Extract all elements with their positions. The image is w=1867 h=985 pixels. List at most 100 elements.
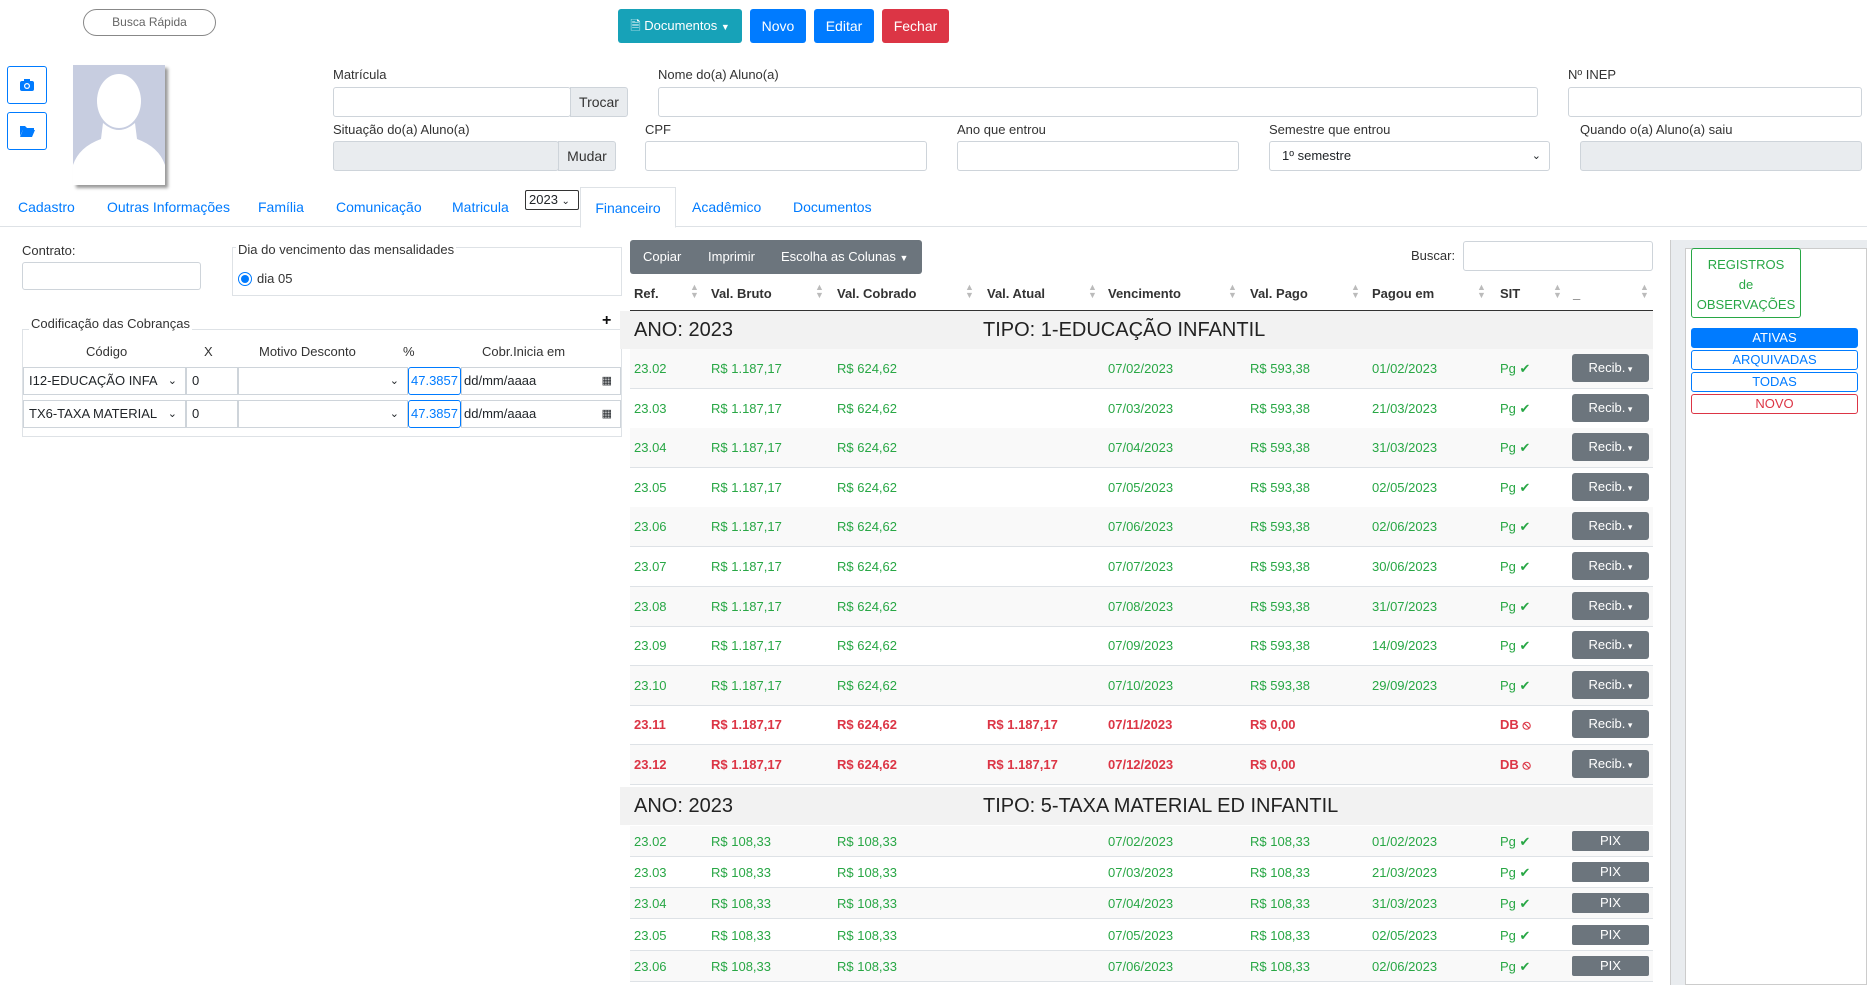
recibo-button[interactable]: Recib. ▾ [1572, 552, 1649, 580]
cpf-input[interactable] [645, 141, 927, 171]
tab-documentos[interactable]: Documentos [793, 199, 872, 215]
tab-matricula[interactable]: Matricula [452, 199, 509, 215]
quick-search-input[interactable]: Busca Rápida [83, 9, 216, 36]
sit-text: Pg [1500, 865, 1516, 881]
print-button[interactable]: Imprimir [708, 249, 755, 264]
sit-text: Pg [1500, 361, 1516, 376]
codigo-select[interactable]: I12-EDUCAÇÃO INFA ⌄ [23, 367, 186, 395]
semestre-select[interactable]: 1º semestre ⌄ [1269, 141, 1550, 171]
obs-ativas-button[interactable]: ATIVAS [1691, 328, 1858, 348]
tab-outras-informacoes[interactable]: Outras Informações [107, 199, 230, 215]
pix-button[interactable]: PIX [1572, 893, 1649, 914]
recibo-button[interactable]: Recib. ▾ [1572, 354, 1649, 382]
x-input[interactable]: 0 [186, 400, 238, 428]
recibo-button[interactable]: Recib. ▾ [1572, 512, 1649, 541]
cobr-date-input[interactable]: dd/mm/aaaa ▦ [461, 367, 621, 395]
recibo-label: Recib. [1588, 518, 1626, 534]
tab-familia[interactable]: Família [258, 199, 304, 215]
cell-venc: 07/04/2023 [1108, 896, 1174, 912]
year-value: 2023 [529, 192, 558, 207]
codificacao-label: Codificação das Cobranças [29, 316, 192, 331]
recibo-button[interactable]: Recib. ▾ [1572, 631, 1649, 660]
tab-comunicacao[interactable]: Comunicação [336, 199, 422, 215]
inep-label: Nº INEP [1568, 67, 1617, 82]
table-row: 23.04 R$ 1.187,17 R$ 624,62 07/04/2023 R$ 59… [630, 428, 1653, 469]
chevron-down-icon: ▼ [899, 253, 909, 263]
codigo-select[interactable]: TX6-TAXA MATERIAL ⌄ [23, 400, 186, 428]
vencimento-radio[interactable] [238, 272, 252, 286]
chevron-down-icon: ▾ [1625, 720, 1633, 731]
obs-todas-button[interactable]: TODAS [1691, 372, 1858, 392]
recibo-label: Recib. [1588, 716, 1626, 732]
contrato-input[interactable] [22, 262, 201, 290]
header-extra[interactable]: _ [1573, 286, 1581, 301]
calendar-icon[interactable]: ▦ [601, 408, 612, 420]
trocar-button[interactable]: Trocar [570, 87, 628, 117]
recibo-button[interactable]: Recib. ▾ [1572, 433, 1649, 462]
new-button[interactable]: Novo [750, 9, 806, 43]
cell-cobrado: R$ 624,62 [837, 638, 897, 654]
pct-input[interactable]: 47.3857 [408, 367, 461, 395]
pix-button[interactable]: PIX [1572, 924, 1649, 945]
year-select[interactable]: 2023 ⌄ [525, 190, 579, 210]
tab-financeiro[interactable]: Financeiro [580, 187, 676, 228]
cell-bruto: R$ 108,33 [711, 865, 771, 881]
copy-button[interactable]: Copiar [643, 249, 682, 264]
date-placeholder: dd/mm/aaaa [464, 406, 537, 421]
x-input[interactable]: 0 [186, 367, 238, 395]
pct-input[interactable]: 47.3857 [408, 400, 461, 428]
sort-icon: ▲ ▼ [965, 282, 974, 300]
ano-entrou-input[interactable] [957, 141, 1239, 171]
observations-title: REGISTROS de OBSERVAÇÕES [1691, 248, 1801, 318]
tab-cadastro[interactable]: Cadastro [18, 199, 75, 215]
sort-icon: ▲ ▼ [1477, 282, 1486, 300]
header-bruto[interactable]: Val. Bruto [711, 286, 772, 301]
edit-button[interactable]: Editar [814, 9, 874, 43]
recibo-button[interactable]: Recib. ▾ [1572, 591, 1649, 620]
calendar-icon[interactable]: ▦ [601, 375, 612, 387]
obs-arquivadas-button[interactable]: ARQUIVADAS [1691, 350, 1858, 370]
pix-button[interactable]: PIX [1572, 955, 1649, 976]
table-row: 23.05 R$ 108,33 R$ 108,33 07/05/2023 R$ 108,… [630, 920, 1653, 951]
motivo-select[interactable]: ⌄ [238, 400, 408, 428]
close-button[interactable]: Fechar [882, 9, 949, 43]
cell-venc: 07/02/2023 [1108, 834, 1174, 849]
recibo-button[interactable]: Recib. ▾ [1572, 393, 1649, 422]
motivo-select[interactable]: ⌄ [238, 367, 408, 395]
cell-ref: 23.05 [634, 927, 667, 943]
cell-pagoem: 21/03/2023 [1372, 400, 1438, 416]
recibo-button[interactable]: Recib. ▾ [1572, 670, 1649, 699]
obs-novo-button[interactable]: NOVO [1691, 394, 1858, 414]
recibo-button[interactable]: Recib. ▾ [1572, 472, 1649, 501]
documents-button[interactable]: 🗎 Documentos ▼ [618, 9, 742, 43]
sit-text: Pg [1500, 519, 1516, 535]
header-vencimento[interactable]: Vencimento [1108, 286, 1181, 301]
tab-academico[interactable]: Acadêmico [692, 199, 762, 215]
check-icon: ✔ [1515, 559, 1531, 574]
nome-input[interactable] [658, 87, 1538, 117]
pix-button[interactable]: PIX [1572, 862, 1649, 883]
header-ref[interactable]: Ref. [634, 286, 659, 301]
cell-cobrado: R$ 624,62 [837, 757, 897, 772]
header-sit[interactable]: SIT [1500, 286, 1521, 301]
cell-pagoem: 02/05/2023 [1372, 927, 1438, 943]
recibo-button[interactable]: Recib. ▾ [1572, 750, 1649, 778]
add-cobranca-button[interactable]: + [602, 312, 612, 329]
header-cobrado[interactable]: Val. Cobrado [837, 286, 917, 301]
cell-venc: 07/06/2023 [1108, 958, 1174, 974]
header-pago[interactable]: Val. Pago [1250, 286, 1308, 301]
cell-cobrado: R$ 624,62 [837, 400, 897, 416]
cobr-date-input[interactable]: dd/mm/aaaa ▦ [461, 400, 621, 428]
header-atual[interactable]: Val. Atual [987, 286, 1046, 301]
folder-button[interactable] [7, 112, 47, 150]
matricula-input[interactable] [333, 87, 571, 117]
table-search-input[interactable] [1463, 241, 1653, 271]
recibo-button[interactable]: Recib. ▾ [1572, 710, 1649, 739]
pix-button[interactable]: PIX [1572, 831, 1649, 851]
header-pagoem[interactable]: Pagou em [1372, 286, 1435, 301]
mudar-button[interactable]: Mudar [558, 141, 616, 171]
camera-button[interactable] [7, 66, 47, 104]
inep-input[interactable] [1568, 87, 1862, 117]
columns-button[interactable]: Escolha as Colunas ▼ [781, 240, 908, 274]
cell-pago: R$ 0,00 [1250, 757, 1296, 772]
